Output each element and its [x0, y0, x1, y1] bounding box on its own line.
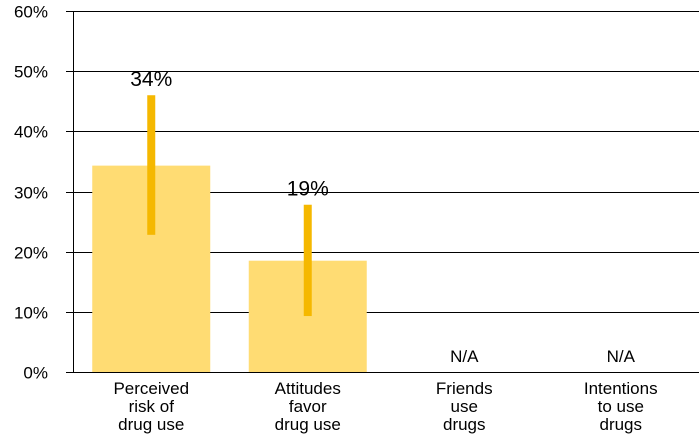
data-labels: 34% 19% N/A N/A [130, 68, 635, 366]
category-label: Attitudes [275, 379, 341, 398]
y-tick-label: 30% [14, 184, 48, 203]
axes [73, 11, 699, 373]
y-tick-label: 40% [14, 123, 48, 142]
y-axis-ticks: 0% 10% 20% 30% 40% 50% 60% [14, 3, 73, 383]
category-label: drug use [275, 415, 341, 434]
y-tick-label: 0% [23, 364, 48, 383]
category-label: Intentions [584, 379, 658, 398]
error-bar [147, 95, 156, 235]
data-label: 34% [130, 68, 172, 91]
y-tick-label: 60% [14, 3, 48, 22]
category-label: use [451, 397, 478, 416]
category-label: drugs [443, 415, 486, 434]
bars [92, 165, 367, 372]
category-label: to use [598, 397, 644, 416]
data-label: 19% [287, 178, 329, 201]
category-label: favor [289, 397, 327, 416]
category-label: risk of [129, 397, 175, 416]
data-label: N/A [607, 347, 636, 366]
category-label: drugs [599, 415, 642, 434]
error-bar [303, 204, 312, 317]
y-tick-label: 10% [14, 304, 48, 323]
error-bars [147, 95, 312, 317]
category-label: Friends [436, 379, 493, 398]
data-label: N/A [450, 347, 479, 366]
category-label: drug use [118, 415, 184, 434]
y-tick-label: 50% [14, 63, 48, 82]
y-tick-label: 20% [14, 244, 48, 263]
category-label: Perceived [113, 379, 189, 398]
